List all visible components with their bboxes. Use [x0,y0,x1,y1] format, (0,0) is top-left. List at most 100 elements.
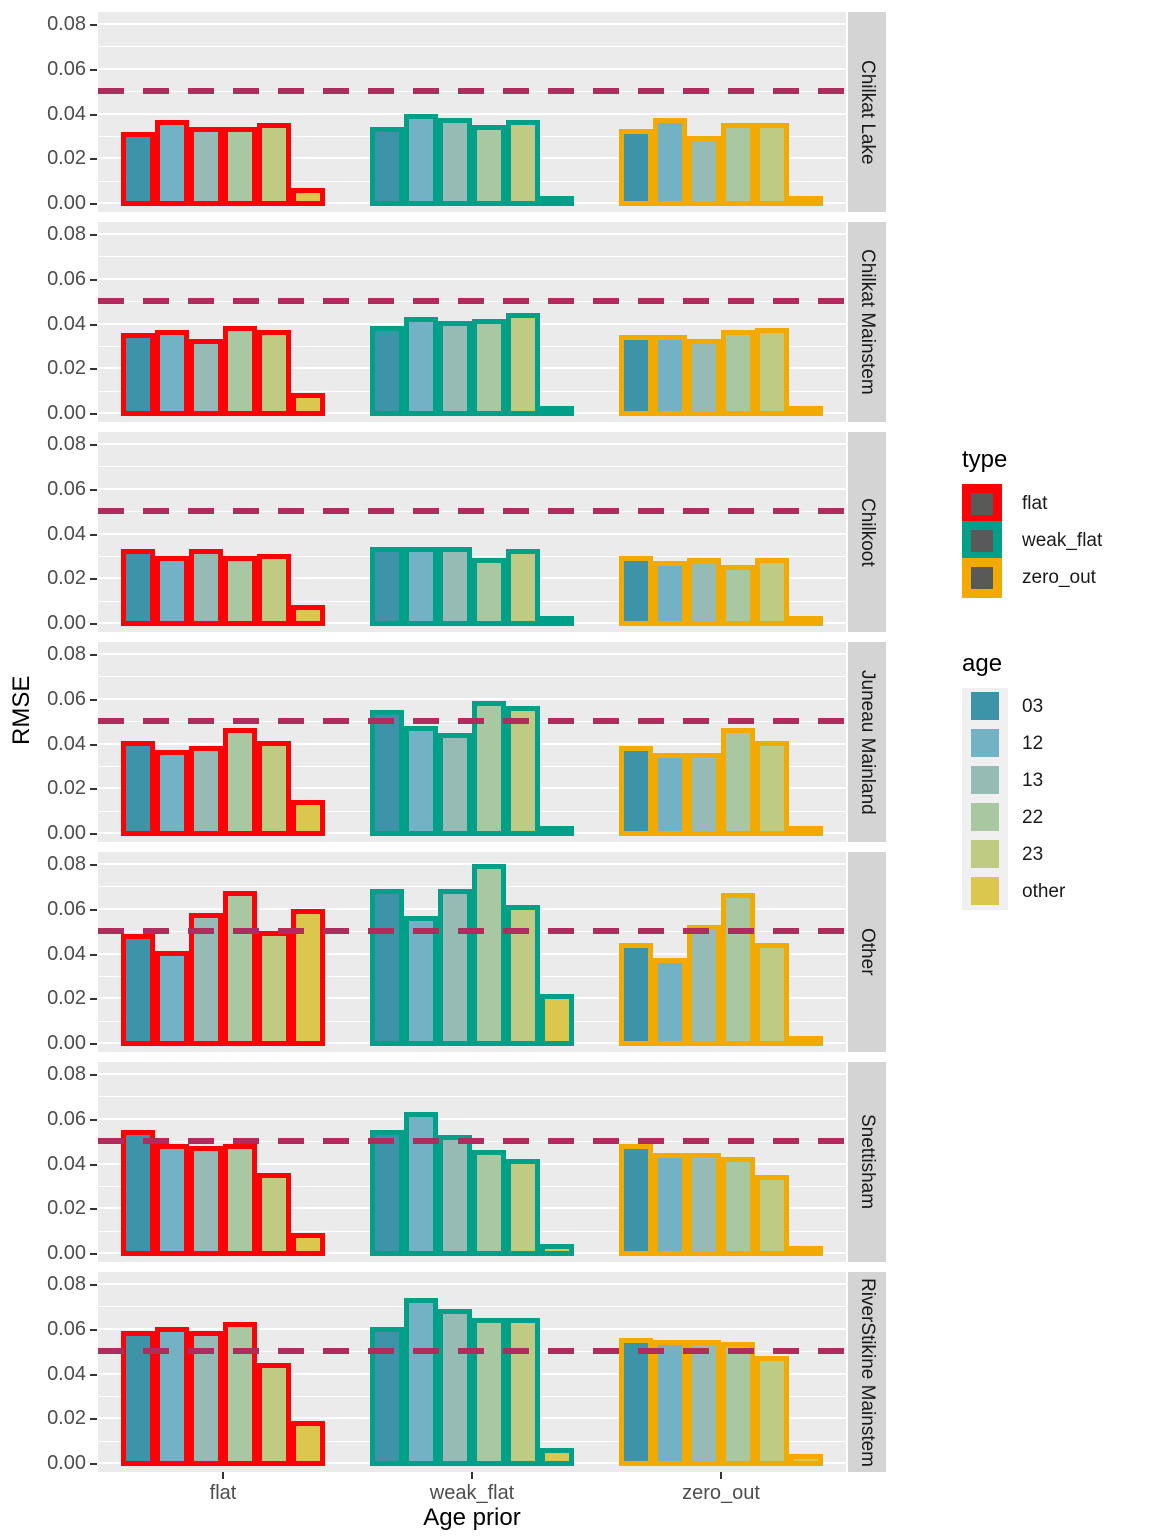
bar [540,196,574,206]
bar [619,1338,653,1466]
bar [223,1144,257,1256]
reference-line [98,718,846,724]
bar-group-weak_flat [370,642,574,842]
bar [472,1318,506,1466]
reference-line [98,928,846,934]
y-tick-mark [90,444,97,446]
bar [687,925,721,1046]
bar [540,1244,574,1256]
y-tick-label: 0.02 [47,147,86,169]
bar [721,893,755,1046]
legend-key-age-13 [971,766,999,794]
legend-key-age-23 [971,840,999,868]
bar-group-zero_out [619,642,823,842]
y-tick-label: 0.00 [47,192,86,214]
bar [155,120,189,206]
major-gridline [98,68,846,70]
y-tick-label: 0.04 [47,943,86,965]
bar [189,127,223,206]
bar-group-zero_out [619,222,823,422]
major-gridline [98,1073,846,1075]
major-gridline [98,653,846,655]
bar-group-weak_flat [370,1272,574,1472]
legend-label-weak_flat: weak_flat [1022,530,1103,551]
bar [121,741,155,836]
bar [653,335,687,416]
y-tick-mark [90,489,97,491]
major-gridline [98,698,846,700]
bar [189,1146,223,1256]
bar [789,196,823,206]
bar [189,913,223,1046]
x-tick-label: weak_flat [429,1482,515,1504]
y-tick-mark [90,1418,97,1420]
y-tick-label: 0.00 [47,822,86,844]
legend-label-age-23: 23 [1022,844,1044,865]
bar-group-zero_out [619,1062,823,1262]
facet-strip: Other [848,852,886,1052]
bar [370,127,404,206]
legend-label-age-13: 13 [1022,770,1044,791]
y-tick-mark [90,998,97,1000]
y-tick-label: 0.02 [47,1407,86,1429]
bar-group-zero_out [619,432,823,632]
y-tick-label: 0.06 [47,688,86,710]
bar [687,1153,721,1256]
bar [370,326,404,416]
bar [619,1144,653,1256]
bar [506,313,540,416]
y-tick-mark [90,158,97,160]
facet-panel [98,1272,846,1472]
major-gridline [98,1118,846,1120]
y-tick-label: 0.00 [47,1032,86,1054]
y-tick-mark [90,203,97,205]
bar [291,800,325,836]
legend-key-age-12 [971,729,999,757]
bar [755,1175,789,1256]
bar [619,556,653,626]
bar [789,1246,823,1256]
bar [619,943,653,1046]
bar-group-flat [121,852,325,1052]
y-tick-label: 0.00 [47,612,86,634]
bar [653,118,687,206]
bar [404,1112,438,1256]
bar [789,1036,823,1046]
x-tick-mark [471,1472,473,1479]
major-gridline [98,278,846,280]
bar [721,1157,755,1256]
bar [257,330,291,416]
bar-group-weak_flat [370,432,574,632]
legend-label-age-22: 22 [1022,807,1044,828]
reference-line [98,508,846,514]
x-tick-label: flat [209,1482,237,1504]
bar [721,123,755,206]
bar [257,123,291,206]
major-gridline [98,1283,846,1285]
minor-gridline [98,466,846,467]
bar [687,1340,721,1466]
bar [438,733,472,836]
reference-line [98,1348,846,1354]
bar [687,558,721,626]
bar-group-zero_out [619,852,823,1052]
bar-group-zero_out [619,12,823,212]
bar [789,1454,823,1466]
bar [755,558,789,626]
bar [472,558,506,626]
bar [789,826,823,836]
y-tick-mark [90,788,97,790]
bar [370,1130,404,1256]
bar [189,339,223,416]
bar [223,127,257,206]
y-tick-label: 0.00 [47,402,86,424]
bar [121,132,155,206]
y-tick-mark [90,368,97,370]
bar [189,549,223,626]
bar [438,547,472,626]
legend-key-zero_out [962,558,1002,598]
y-tick-label: 0.06 [47,898,86,920]
bar [257,931,291,1046]
y-tick-mark [90,1074,97,1076]
bar [619,335,653,416]
